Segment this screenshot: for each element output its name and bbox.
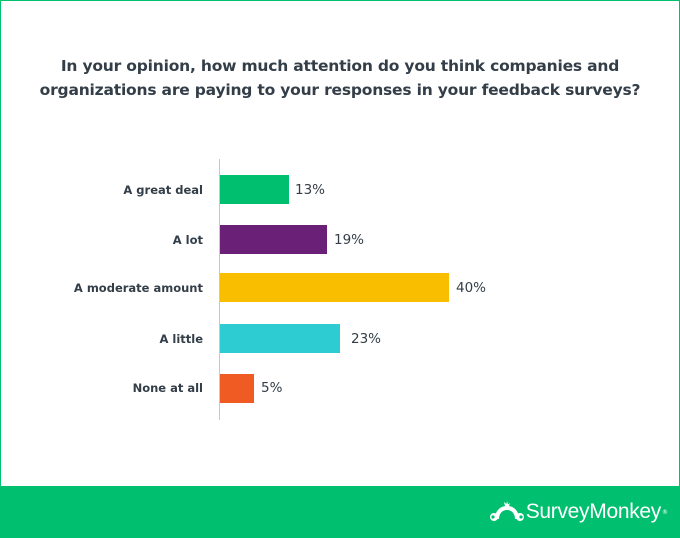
value-label: 19% bbox=[334, 232, 365, 248]
title-line-1: In your opinion, how much attention do y… bbox=[60, 57, 620, 75]
value-label: 23% bbox=[351, 331, 382, 347]
surveymonkey-logo-icon bbox=[489, 501, 524, 521]
registered-mark: ® bbox=[662, 508, 668, 516]
footer-bar: SurveyMonkey ® bbox=[0, 486, 680, 538]
bar-none-at-all bbox=[220, 374, 254, 403]
category-label: None at all bbox=[132, 381, 203, 395]
value-label: 40% bbox=[456, 280, 487, 296]
category-label: A lot bbox=[172, 233, 203, 247]
category-label: A moderate amount bbox=[73, 281, 203, 295]
category-label: A little bbox=[159, 332, 203, 346]
brand-name: SurveyMonkey bbox=[525, 500, 662, 523]
bar-a-little bbox=[220, 324, 340, 353]
bar-a-moderate-amount bbox=[220, 273, 449, 302]
chart-title: In your opinion, how much attention do y… bbox=[0, 54, 680, 102]
value-label: 13% bbox=[295, 182, 326, 198]
title-line-2: organizations are paying to your respons… bbox=[39, 81, 641, 99]
bar-a-great-deal bbox=[220, 175, 289, 204]
category-label: A great deal bbox=[123, 183, 203, 197]
value-label: 5% bbox=[261, 380, 283, 396]
bar-a-lot bbox=[220, 225, 327, 254]
y-axis-line bbox=[219, 159, 220, 420]
surveymonkey-logo: SurveyMonkey ® bbox=[488, 500, 668, 524]
